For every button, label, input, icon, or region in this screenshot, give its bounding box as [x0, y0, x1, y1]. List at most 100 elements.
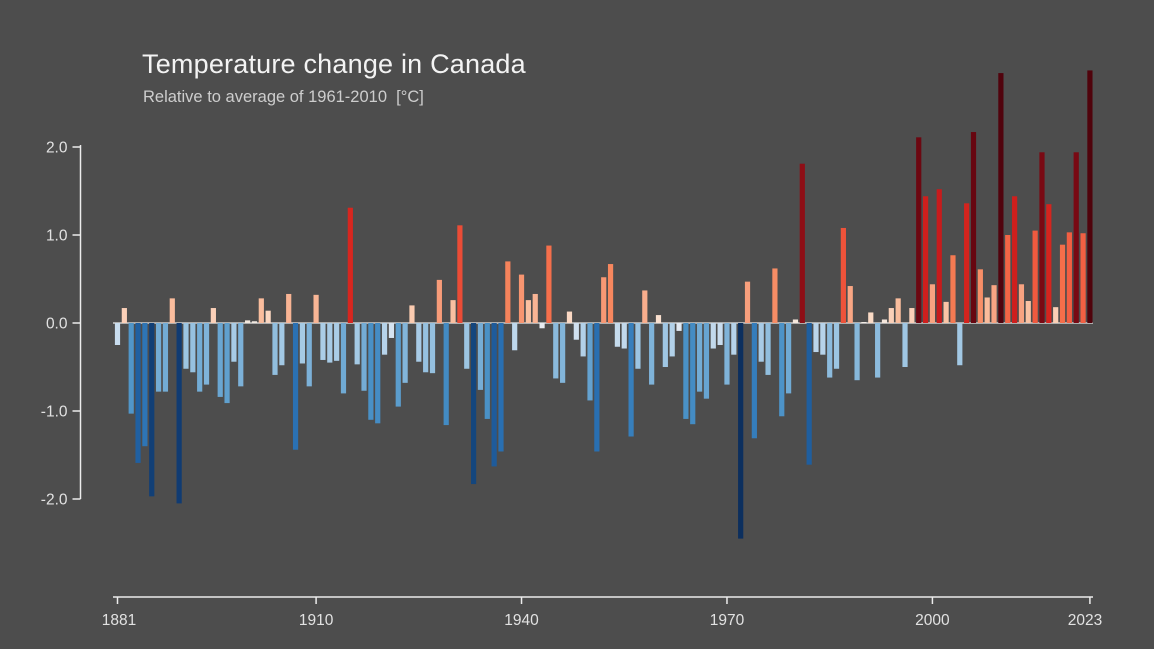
bar-1978[interactable] [779, 323, 785, 417]
bar-1891[interactable] [183, 323, 189, 369]
bar-1998[interactable] [916, 137, 922, 323]
bar-2020[interactable] [1066, 232, 1072, 323]
bar-1954[interactable] [614, 323, 620, 347]
bar-1916[interactable] [354, 323, 360, 365]
bar-1959[interactable] [649, 323, 655, 385]
bar-2005[interactable] [964, 203, 970, 323]
bar-1993[interactable] [881, 319, 888, 323]
bar-1983[interactable] [813, 323, 819, 353]
bar-1977[interactable] [772, 268, 778, 323]
bar-2006[interactable] [970, 132, 977, 323]
bar-1911[interactable] [320, 323, 326, 360]
bar-2014[interactable] [1025, 301, 1031, 323]
bar-1972[interactable] [738, 323, 744, 539]
bar-1955[interactable] [621, 323, 627, 349]
bar-1967[interactable] [703, 323, 710, 399]
bar-1950[interactable] [587, 323, 593, 401]
bar-1979[interactable] [786, 323, 792, 394]
bar-1938[interactable] [505, 261, 511, 323]
bar-1902[interactable] [258, 298, 264, 323]
bar-1900[interactable] [245, 320, 251, 323]
bar-1910[interactable] [313, 294, 319, 323]
bar-1943[interactable] [539, 323, 545, 329]
bar-1881[interactable] [114, 323, 121, 345]
bar-1932[interactable] [464, 323, 470, 369]
bar-1984[interactable] [820, 323, 826, 355]
bar-1974[interactable] [751, 323, 757, 439]
bar-2009[interactable] [991, 285, 997, 323]
bar-1888[interactable] [162, 323, 169, 392]
bar-1919[interactable] [375, 323, 381, 424]
bar-1964[interactable] [683, 323, 689, 419]
bar-1904[interactable] [272, 323, 278, 375]
bar-1907[interactable] [292, 323, 299, 450]
bar-1975[interactable] [758, 323, 764, 362]
bar-1961[interactable] [662, 323, 668, 367]
bar-1947[interactable] [566, 311, 573, 323]
bar-1917[interactable] [361, 323, 367, 391]
bar-2002[interactable] [943, 301, 949, 323]
bar-1894[interactable] [203, 323, 210, 385]
bar-1908[interactable] [299, 323, 305, 364]
bar-1921[interactable] [388, 323, 395, 338]
bar-2007[interactable] [977, 269, 983, 323]
bar-1937[interactable] [498, 323, 504, 452]
bar-1945[interactable] [553, 323, 559, 379]
bar-1953[interactable] [607, 264, 614, 323]
bar-1914[interactable] [340, 323, 347, 394]
bar-1971[interactable] [731, 323, 737, 355]
bar-1958[interactable] [642, 290, 648, 323]
bar-1992[interactable] [875, 323, 881, 378]
bar-1949[interactable] [580, 323, 586, 357]
bar-1893[interactable] [197, 323, 203, 392]
bar-1897[interactable] [224, 323, 230, 404]
bar-1933[interactable] [471, 323, 477, 485]
bar-1912[interactable] [327, 323, 333, 363]
bar-1924[interactable] [409, 305, 415, 323]
bar-1927[interactable] [429, 323, 436, 374]
bar-1986[interactable] [833, 323, 840, 369]
bar-1913[interactable] [334, 323, 340, 361]
bar-1889[interactable] [169, 298, 175, 323]
bar-1929[interactable] [443, 323, 449, 426]
bar-1989[interactable] [854, 323, 860, 381]
bar-1905[interactable] [279, 323, 285, 366]
bar-1987[interactable] [840, 227, 846, 323]
bar-2008[interactable] [984, 297, 990, 323]
bar-1899[interactable] [238, 323, 244, 387]
bar-1988[interactable] [847, 286, 853, 323]
bar-1892[interactable] [190, 323, 196, 373]
bar-1968[interactable] [710, 323, 716, 349]
bar-1909[interactable] [306, 323, 312, 387]
bar-1934[interactable] [477, 323, 484, 390]
bar-1901[interactable] [251, 321, 258, 323]
bar-1915[interactable] [347, 207, 353, 323]
bar-2023[interactable] [1087, 70, 1093, 323]
bar-1944[interactable] [546, 245, 552, 323]
bar-1922[interactable] [395, 323, 401, 407]
bar-1948[interactable] [573, 323, 579, 340]
bar-1976[interactable] [765, 323, 771, 375]
bar-1884[interactable] [135, 323, 141, 463]
bar-1960[interactable] [655, 315, 662, 323]
bar-1942[interactable] [532, 293, 538, 323]
bar-1883[interactable] [128, 323, 134, 414]
bar-1962[interactable] [669, 323, 675, 357]
bar-1963[interactable] [676, 323, 682, 331]
bar-1906[interactable] [286, 293, 292, 323]
bar-2019[interactable] [1059, 244, 1066, 323]
bar-1966[interactable] [696, 323, 703, 392]
bar-1995[interactable] [895, 298, 901, 323]
bar-1882[interactable] [121, 308, 127, 323]
bar-1895[interactable] [210, 308, 216, 323]
bar-1999[interactable] [922, 196, 929, 323]
bar-2022[interactable] [1080, 233, 1086, 323]
bar-2011[interactable] [1005, 235, 1011, 323]
bar-1969[interactable] [717, 323, 723, 345]
bar-1941[interactable] [525, 300, 531, 323]
bar-1985[interactable] [827, 323, 833, 378]
bar-2003[interactable] [950, 255, 956, 323]
bar-1991[interactable] [868, 312, 874, 323]
bar-1990[interactable] [861, 322, 867, 323]
bar-2017[interactable] [1046, 204, 1052, 323]
